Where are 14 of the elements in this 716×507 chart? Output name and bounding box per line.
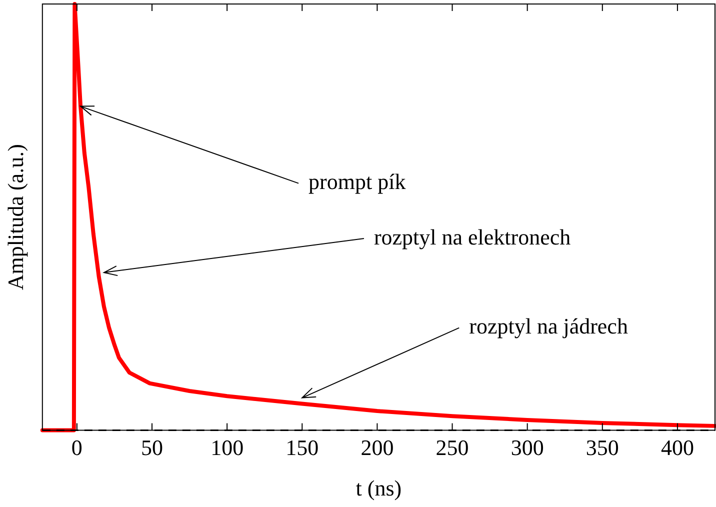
x-tick-label: 100: [210, 435, 244, 460]
y-axis-title: Amplituda (a.u.): [2, 144, 28, 290]
x-tick-label: 250: [436, 435, 469, 460]
x-tick-label: 150: [286, 435, 319, 460]
x-tick-label: 0: [71, 435, 82, 460]
x-tick-label: 50: [141, 435, 163, 460]
annotation: rozptyl na jádrech: [469, 314, 628, 339]
x-tick-label: 350: [586, 435, 619, 460]
x-axis-title: t (ns): [356, 476, 402, 501]
x-tick-label: 200: [360, 435, 394, 460]
x-tick-label: 400: [660, 435, 694, 460]
annotation: prompt pík: [308, 169, 406, 194]
annotation: rozptyl na elektronech: [374, 224, 571, 250]
x-tick-label: 300: [510, 435, 544, 460]
